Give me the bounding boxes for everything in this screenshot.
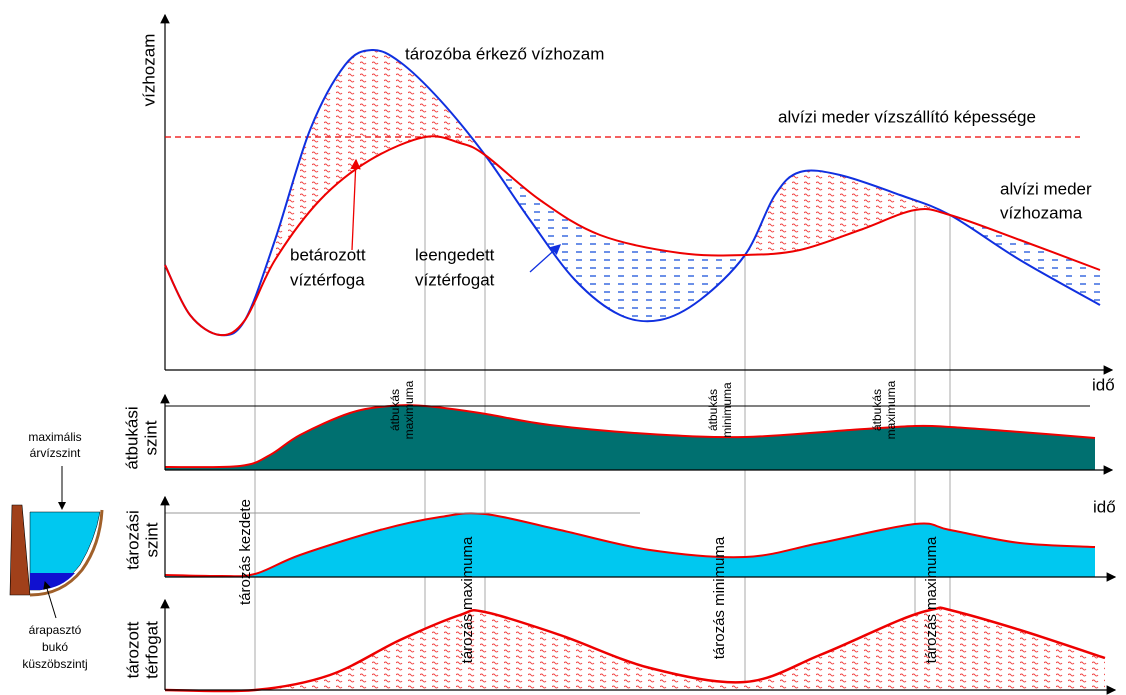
event-label: tározás maximuma — [459, 536, 476, 663]
event-label: maximuma — [402, 380, 416, 439]
inflow-label: tározóba érkező vízhozam — [405, 44, 604, 63]
stored-arrow — [352, 160, 356, 250]
axis-label: vízhozam — [139, 34, 158, 107]
capacity-label: alvízi meder vízszállító képessége — [778, 107, 1036, 126]
outflow-label: vízhozama — [1000, 203, 1083, 222]
axis-label: szint — [141, 420, 160, 455]
event-label: átbukás — [388, 389, 402, 431]
event-label: tározás kezdete — [237, 499, 254, 605]
released-arrow — [530, 245, 560, 272]
overflow-area — [165, 405, 1095, 470]
axis-label: átbukási — [122, 406, 141, 469]
event-label: átbukás — [870, 389, 884, 431]
event-label: tározás minimuma — [711, 536, 728, 659]
time-label: idő — [1092, 375, 1115, 394]
max-level-label: árvízszint — [30, 446, 81, 460]
released-label: leengedett — [415, 245, 495, 264]
storage-level-area — [165, 513, 1095, 577]
event-label: minimuma — [720, 382, 734, 438]
stored-label: betározott — [290, 245, 366, 264]
event-label: átbukás — [706, 389, 720, 431]
event-label: maximuma — [884, 380, 898, 439]
time-label: idő — [1093, 497, 1116, 516]
axis-label: térfogat — [142, 621, 161, 679]
axis-label: tározási — [123, 510, 142, 570]
axis-label: tározott — [123, 621, 142, 678]
axis-label: szint — [142, 522, 161, 557]
stored-label: víztérfoga — [290, 270, 365, 289]
storage-volume-area — [165, 608, 1105, 692]
diagram: vízhozam tározóba érkező vízhozam alvízi… — [0, 0, 1126, 695]
released-label: víztérfogat — [415, 270, 495, 289]
event-label: tározás maximuma — [923, 536, 940, 663]
weir-label: küszöbszintj — [22, 657, 87, 671]
weir-label: bukó — [42, 640, 68, 654]
outflow-label: alvízi meder — [1000, 179, 1092, 198]
reservoir-sketch — [10, 466, 102, 618]
weir-label: árapasztó — [29, 623, 82, 637]
max-level-label: maximális — [28, 430, 81, 444]
